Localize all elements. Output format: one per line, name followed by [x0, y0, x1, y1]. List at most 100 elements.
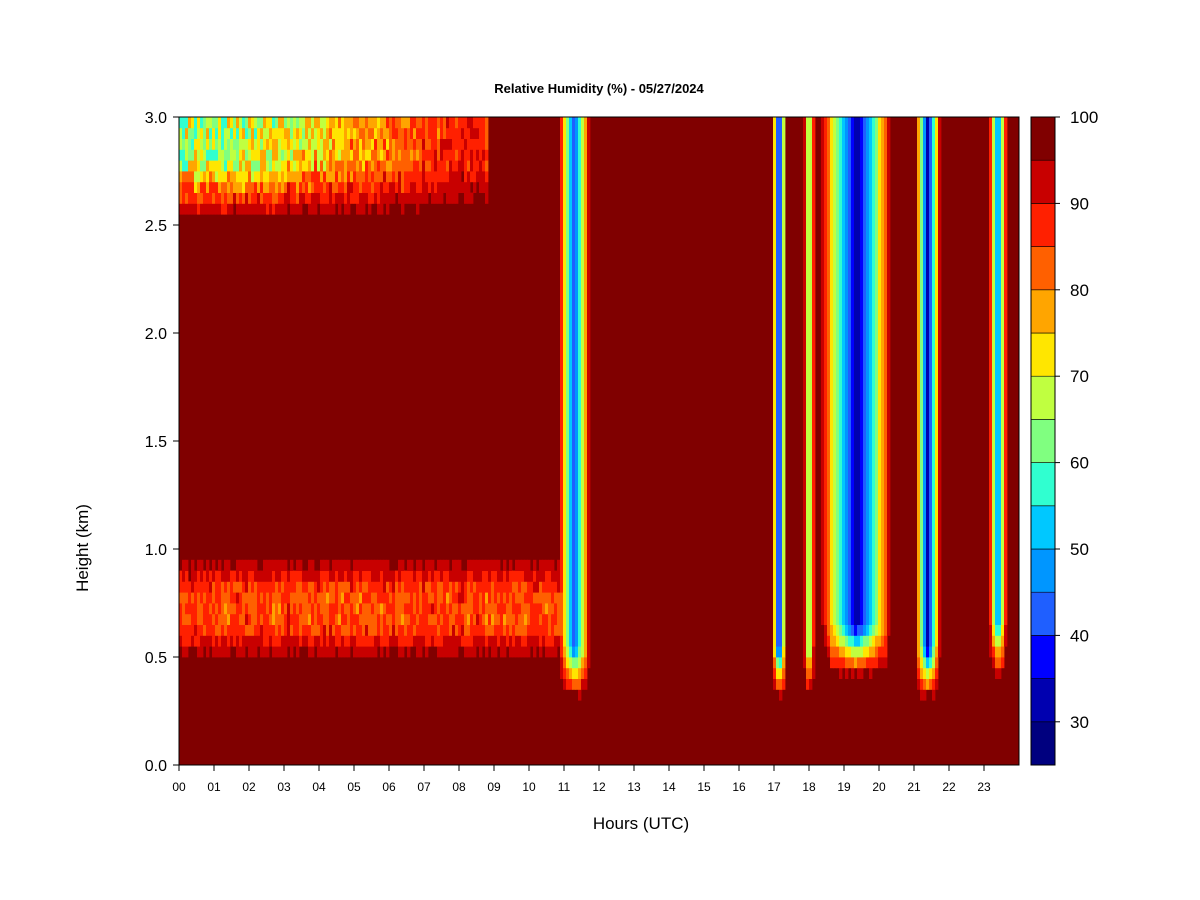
heatmap-cell: [857, 667, 861, 679]
heatmap-cell: [827, 635, 831, 647]
heatmap-cell: [779, 689, 783, 701]
heatmap-cell: [830, 646, 834, 658]
heatmap-cell: [197, 181, 201, 193]
heatmap-cell: [278, 581, 282, 593]
heatmap-cell: [368, 635, 372, 647]
heatmap-cell: [248, 138, 252, 150]
heatmap-cell: [458, 559, 462, 582]
heatmap-cell: [875, 646, 879, 658]
heatmap-cell: [230, 603, 234, 615]
heatmap-cell: [353, 127, 357, 139]
heatmap-cell: [296, 635, 300, 658]
heatmap-cell: [782, 117, 786, 647]
heatmap-cell: [317, 570, 321, 593]
heatmap-cell: [278, 127, 282, 139]
heatmap-cell: [434, 613, 438, 625]
heatmap-cell: [263, 581, 267, 647]
heatmap-cell: [239, 149, 243, 161]
heatmap-cell: [1001, 657, 1005, 669]
heatmap-cell: [932, 117, 936, 647]
colorbar-swatch: [1030, 462, 1056, 507]
heatmap-cell: [209, 171, 213, 183]
heatmap-cell: [884, 117, 888, 636]
x-tick-label: 11: [558, 780, 571, 794]
heatmap-cell: [266, 149, 270, 161]
heatmap-cell: [452, 624, 456, 658]
heatmap-cell: [1001, 635, 1005, 647]
heatmap-cell: [410, 570, 414, 647]
x-tick-label: 10: [522, 780, 536, 794]
heatmap-cell: [224, 635, 228, 658]
heatmap-cell: [185, 171, 189, 183]
heatmap-cell: [374, 149, 378, 183]
heatmap-cell: [305, 171, 309, 183]
heatmap-cell: [233, 592, 237, 604]
heatmap-cell: [329, 181, 333, 215]
heatmap-cell: [476, 559, 480, 582]
x-tick-label: 07: [417, 780, 431, 794]
heatmap-cell: [332, 181, 336, 193]
heatmap-cell: [449, 635, 453, 658]
heatmap-cell: [431, 117, 435, 183]
heatmap-cell: [443, 635, 447, 658]
heatmap-cell: [254, 624, 258, 636]
heatmap-cell: [332, 117, 336, 129]
heatmap-cell: [374, 138, 378, 150]
heatmap-cell: [206, 149, 210, 161]
heatmap-cell: [494, 635, 498, 658]
heatmap-cell: [245, 127, 249, 139]
heatmap-cell: [263, 149, 267, 172]
heatmap-cell: [197, 138, 201, 150]
heatmap-cell: [545, 559, 549, 571]
heatmap-cell: [389, 581, 393, 593]
heatmap-cell: [461, 613, 465, 625]
heatmap-cell: [539, 613, 543, 625]
heatmap-cell: [233, 613, 237, 647]
heatmap-cell: [344, 117, 348, 183]
heatmap-cell: [326, 181, 330, 204]
heatmap-cell: [776, 678, 780, 690]
x-tick-label: 20: [872, 780, 886, 794]
heatmap-cell: [317, 117, 321, 129]
heatmap-cell: [404, 171, 408, 193]
colorbar-tick-label: 80: [1070, 281, 1089, 300]
x-tick-label: 18: [802, 780, 816, 794]
heatmap-cell: [326, 646, 330, 658]
heatmap-cell: [917, 678, 921, 690]
heatmap-cell: [191, 635, 195, 647]
x-tick-label: 09: [487, 780, 501, 794]
heatmap-cell: [848, 624, 852, 636]
x-tick-label: 06: [382, 780, 396, 794]
heatmap-cell: [851, 117, 855, 625]
heatmap-cell: [224, 192, 228, 215]
heatmap-cell: [779, 678, 783, 690]
heatmap-cell: [845, 624, 849, 636]
heatmap-cell: [497, 613, 501, 625]
heatmap-cell: [518, 592, 522, 604]
heatmap-cell: [311, 635, 315, 647]
heatmap-cell: [260, 203, 264, 215]
x-tick-label: 04: [312, 780, 326, 794]
heatmap-cell: [437, 138, 441, 161]
heatmap-cell: [221, 635, 225, 658]
heatmap-cell: [464, 181, 468, 204]
heatmap-cell: [194, 149, 198, 172]
heatmap-cell: [449, 149, 453, 161]
heatmap-cell: [308, 581, 312, 593]
heatmap-cell: [503, 613, 507, 625]
heatmap-cell: [272, 570, 276, 593]
heatmap-cell: [221, 117, 225, 150]
heatmap-cell: [206, 181, 210, 193]
heatmap-cell: [308, 192, 312, 204]
heatmap-cell: [389, 603, 393, 615]
heatmap-cell: [341, 559, 345, 582]
heatmap-cell: [569, 657, 573, 669]
heatmap-cell: [182, 171, 186, 183]
heatmap-cell: [392, 160, 396, 172]
heatmap-cell: [338, 149, 342, 161]
heatmap-cell: [299, 117, 303, 129]
colorbar-swatch: [1030, 591, 1056, 636]
heatmap-cell: [473, 592, 477, 615]
heatmap-cell: [269, 613, 273, 625]
heatmap-cell: [482, 635, 486, 647]
